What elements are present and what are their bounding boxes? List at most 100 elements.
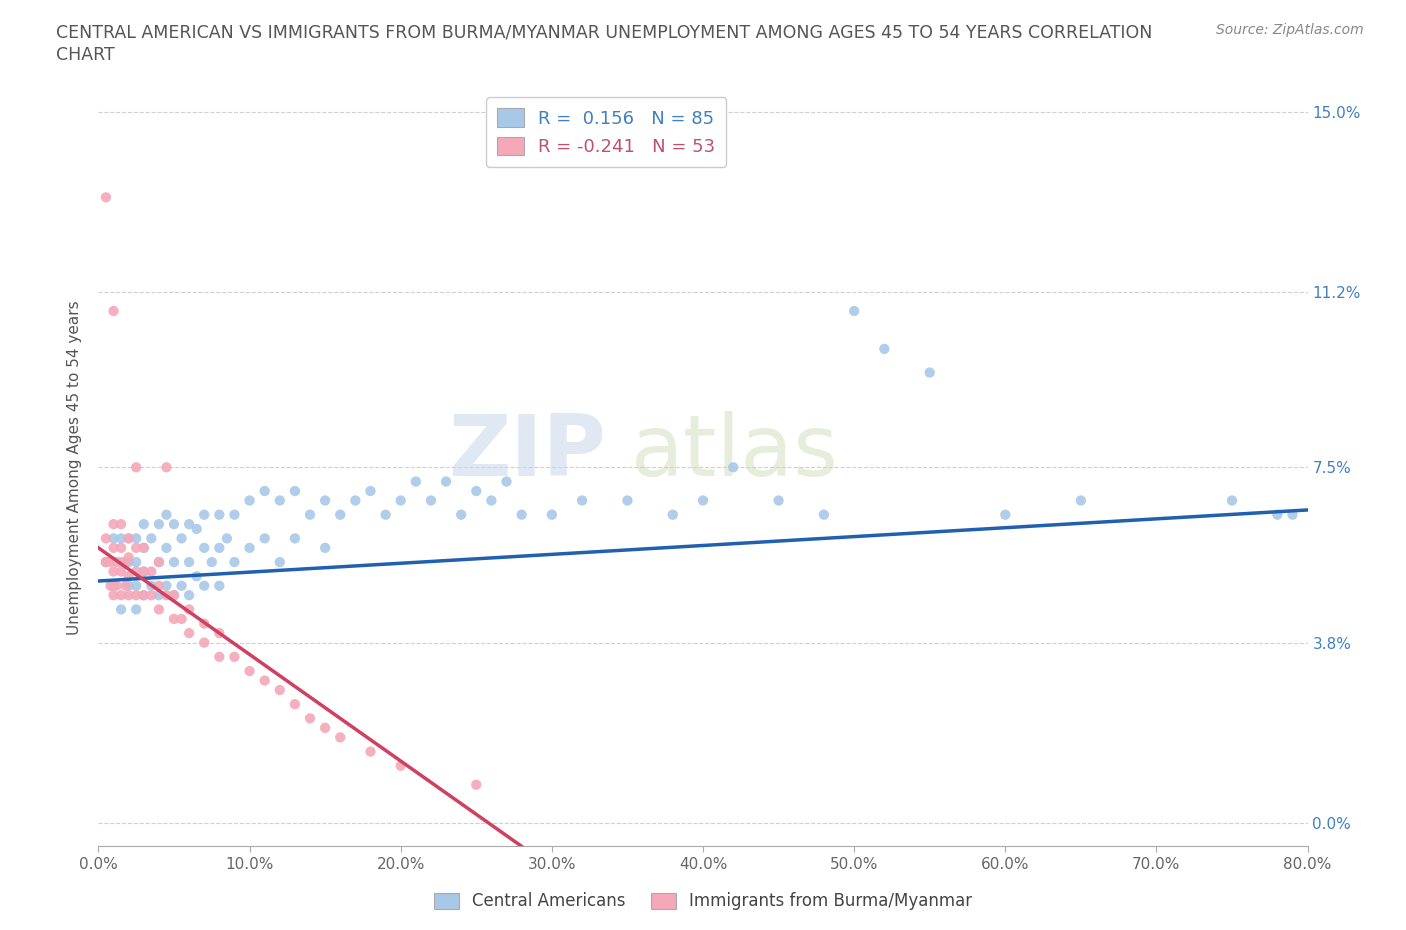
Text: atlas: atlas (630, 411, 838, 494)
Point (405, 474, 427, 489)
Point (163, 588, 186, 603)
Point (768, 493, 790, 508)
Point (141, 565, 163, 579)
Point (284, 531, 307, 546)
Point (170, 578, 193, 593)
Point (103, 303, 125, 318)
Point (201, 554, 224, 569)
Point (224, 507, 246, 522)
Point (148, 517, 170, 532)
Point (208, 626, 231, 641)
Point (918, 365, 941, 380)
Point (1220, 493, 1243, 508)
Point (141, 578, 163, 593)
Point (94, 531, 117, 546)
Point (873, 341, 896, 356)
Point (813, 507, 835, 522)
Point (299, 507, 322, 522)
Point (1267, 507, 1289, 522)
Point (208, 649, 231, 664)
Point (125, 588, 148, 603)
Point (284, 484, 307, 498)
Point (692, 493, 714, 508)
Point (132, 565, 155, 579)
Point (179, 626, 201, 641)
Point (125, 540, 148, 555)
Point (125, 578, 148, 593)
Point (389, 493, 412, 508)
Point (844, 303, 866, 318)
Point (1070, 493, 1092, 508)
Point (155, 540, 177, 555)
Point (434, 474, 457, 489)
Point (148, 588, 170, 603)
Text: CENTRAL AMERICAN VS IMMIGRANTS FROM BURMA/MYANMAR UNEMPLOYMENT AMONG AGES 45 TO : CENTRAL AMERICAN VS IMMIGRANTS FROM BURM… (56, 23, 1153, 41)
Point (118, 588, 141, 603)
Point (239, 664, 262, 679)
Point (132, 565, 155, 579)
Point (170, 531, 193, 546)
Point (118, 578, 141, 593)
Point (148, 578, 170, 593)
Point (215, 531, 238, 546)
Point (94, 190, 117, 205)
Point (148, 554, 170, 569)
Point (114, 578, 136, 593)
Point (299, 711, 322, 725)
Point (374, 507, 396, 522)
Point (179, 602, 201, 617)
Point (132, 588, 155, 603)
Point (118, 554, 141, 569)
Point (193, 635, 215, 650)
Text: CHART: CHART (56, 46, 115, 64)
Point (269, 554, 291, 569)
Point (110, 602, 132, 617)
Point (360, 744, 382, 759)
Point (141, 588, 163, 603)
Point (110, 540, 132, 555)
Point (481, 493, 503, 508)
Point (163, 612, 186, 627)
Point (239, 493, 262, 508)
Point (193, 540, 215, 555)
Point (253, 673, 276, 688)
Point (100, 578, 122, 593)
Point (510, 507, 533, 522)
Point (110, 588, 132, 603)
Point (239, 540, 262, 555)
Legend: Central Americans, Immigrants from Burma/Myanmar: Central Americans, Immigrants from Burma… (427, 885, 979, 917)
Point (114, 554, 136, 569)
Point (125, 460, 148, 474)
Point (132, 588, 155, 603)
Point (344, 493, 367, 508)
Point (94, 554, 117, 569)
Point (420, 493, 443, 508)
Point (132, 517, 155, 532)
Point (163, 588, 186, 603)
Point (148, 602, 170, 617)
Point (148, 554, 170, 569)
Point (269, 683, 291, 698)
Point (193, 578, 215, 593)
Point (163, 554, 186, 569)
Point (994, 507, 1017, 522)
Legend: R =  0.156   N = 85, R = -0.241   N = 53: R = 0.156 N = 85, R = -0.241 N = 53 (486, 98, 727, 166)
Point (329, 507, 352, 522)
Point (110, 565, 132, 579)
Point (103, 517, 125, 532)
Point (450, 507, 472, 522)
Point (1281, 507, 1303, 522)
Point (155, 588, 177, 603)
Point (253, 531, 276, 546)
Point (540, 507, 562, 522)
Point (179, 588, 201, 603)
Point (163, 517, 186, 532)
Point (723, 460, 745, 474)
Point (314, 493, 336, 508)
Point (465, 777, 488, 792)
Point (103, 588, 125, 603)
Text: Source: ZipAtlas.com: Source: ZipAtlas.com (1216, 23, 1364, 37)
Point (269, 493, 291, 508)
Point (103, 540, 125, 555)
Point (125, 602, 148, 617)
